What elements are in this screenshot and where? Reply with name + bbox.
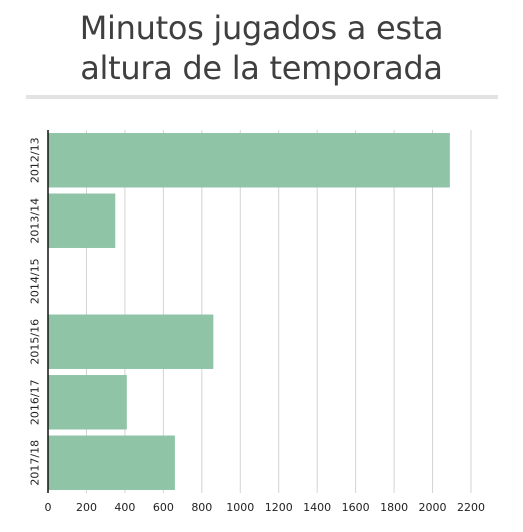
bar	[48, 435, 175, 490]
title-divider	[26, 95, 498, 99]
y-category-label: 2014/15	[29, 258, 42, 304]
x-tick-label: 800	[191, 501, 212, 514]
bar	[48, 133, 450, 188]
chart-title-line-1: Minutos jugados a esta	[79, 9, 444, 47]
bars	[48, 133, 450, 490]
x-tick-label: 1000	[226, 501, 254, 514]
x-tick-label: 1200	[265, 501, 293, 514]
y-category-label: 2015/16	[29, 319, 42, 365]
y-category-label: 2012/13	[29, 137, 42, 183]
x-tick-label: 0	[45, 501, 52, 514]
x-tick-label: 400	[114, 501, 135, 514]
x-tick-label: 1600	[342, 501, 370, 514]
x-tick-label: 1400	[303, 501, 331, 514]
chart-title-line-2: altura de la temporada	[80, 49, 443, 87]
x-tick-label: 1800	[380, 501, 408, 514]
y-category-label: 2016/17	[29, 379, 42, 425]
x-tick-labels: 0 200 400 600 800 1000 1200 1400 1600 1800 2000 220…	[45, 501, 486, 514]
chart-title: Minutos jugados a esta altura de la temp…	[0, 8, 523, 88]
y-category-label: 2017/18	[29, 440, 42, 486]
bar	[48, 314, 214, 369]
bar	[48, 375, 127, 430]
grid-lines	[85, 130, 472, 493]
x-tick-label: 2000	[419, 501, 447, 514]
bar	[48, 193, 116, 248]
y-category-labels: 2012/13 2013/14 2014/15 2015/16 2016/17 2017/…	[29, 137, 42, 485]
x-tick-label: 200	[76, 501, 97, 514]
x-tick-label: 600	[153, 501, 174, 514]
x-tick-label: 2200	[457, 501, 485, 514]
y-category-label: 2013/14	[29, 198, 42, 244]
